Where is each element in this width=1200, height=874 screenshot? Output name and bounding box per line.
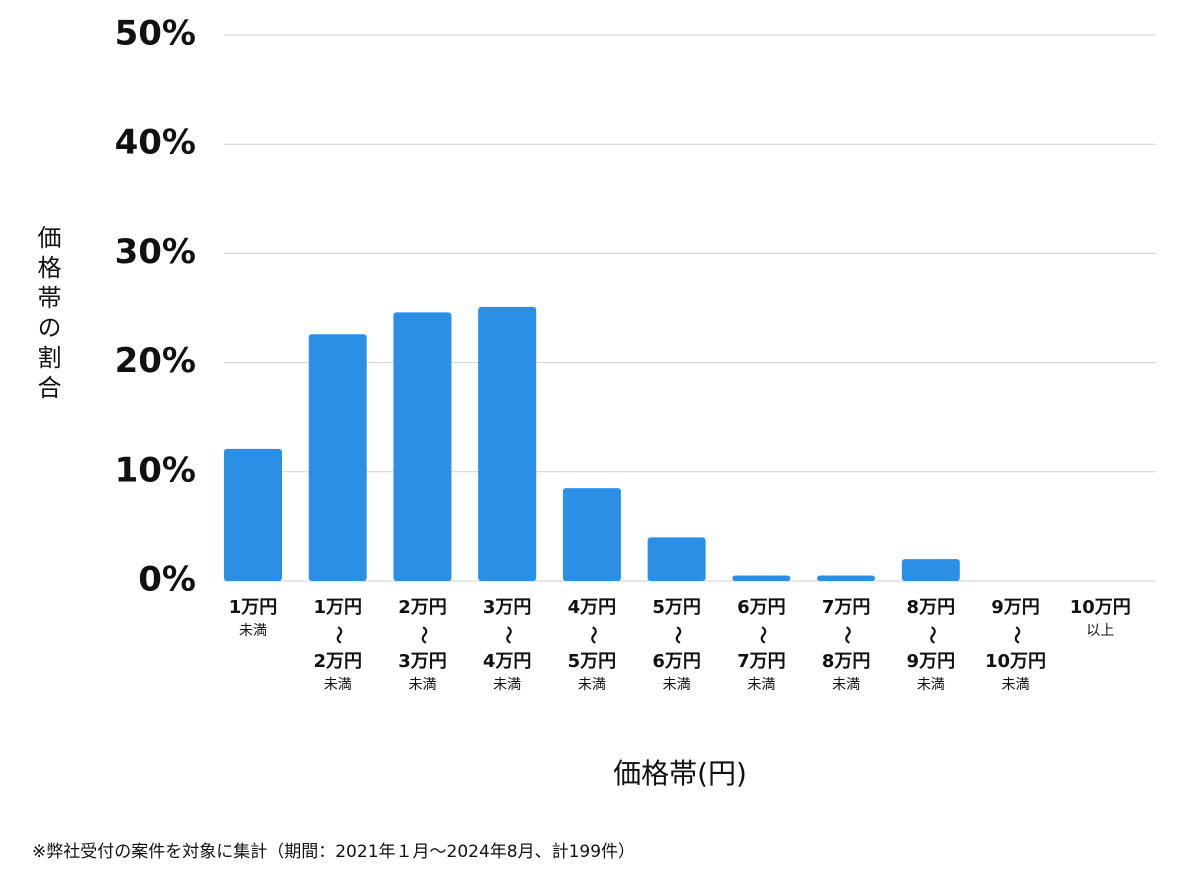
x-tick-label: 8万円 <box>822 651 871 672</box>
y-tick-label: 30% <box>115 232 196 272</box>
x-tick-label: 4万円 <box>483 651 532 672</box>
x-tick-label: 未満 <box>917 677 945 693</box>
x-axis-label: 価格帯(円) <box>613 757 747 790</box>
x-tick-label: 〜 <box>921 626 942 644</box>
x-tick-label: 未満 <box>1002 677 1030 693</box>
bar <box>562 488 621 581</box>
x-tick-label: 未満 <box>408 677 436 693</box>
x-tick-label: 9万円 <box>907 651 956 672</box>
bar <box>901 559 960 581</box>
x-tick-label: 未満 <box>747 677 775 693</box>
x-tick-label: 2万円 <box>398 597 447 618</box>
x-tick-label: 〜 <box>328 626 349 644</box>
x-tick-label: 未満 <box>493 677 521 693</box>
x-tick-label: 未満 <box>832 677 860 693</box>
y-tick-label: 20% <box>115 341 196 381</box>
x-tick-label: 以上 <box>1086 623 1114 639</box>
y-tick-label: 0% <box>138 560 196 600</box>
bar <box>647 537 706 581</box>
x-tick-label: 3万円 <box>483 597 532 618</box>
x-tick-label: 未満 <box>324 677 352 693</box>
x-tick-label: 5万円 <box>652 597 701 618</box>
x-tick-label: 2万円 <box>313 651 362 672</box>
bar <box>478 306 537 581</box>
x-tick-label: 9万円 <box>991 597 1040 618</box>
y-tick-label: 50% <box>115 14 196 54</box>
x-tick-label: 〜 <box>497 626 518 644</box>
x-tick-label: 未満 <box>663 677 691 693</box>
x-tick-label: 1万円 <box>229 597 278 618</box>
x-tick-label: 〜 <box>751 626 772 644</box>
bar <box>817 575 876 581</box>
x-tick-label: 6万円 <box>737 597 786 618</box>
x-tick-label: 〜 <box>582 626 603 644</box>
x-tick-label: 4万円 <box>568 597 617 618</box>
y-axis-label: 価格帯の割合 <box>33 225 61 405</box>
x-tick-label: 7万円 <box>822 597 871 618</box>
x-tick-label: 1万円 <box>313 597 362 618</box>
x-tick-label: 6万円 <box>652 651 701 672</box>
y-tick-label: 10% <box>115 450 196 490</box>
x-tick-label: 〜 <box>836 626 857 644</box>
x-tick-label: 10万円 <box>1070 597 1131 618</box>
x-tick-label: 3万円 <box>398 651 447 672</box>
x-tick-label: 〜 <box>667 626 688 644</box>
bar <box>732 575 791 581</box>
y-tick-label: 40% <box>115 123 196 163</box>
x-tick-label: 〜 <box>412 626 433 644</box>
x-tick-label: 5万円 <box>568 651 617 672</box>
x-tick-label: 8万円 <box>907 597 956 618</box>
x-tick-label: 〜 <box>1006 626 1027 644</box>
bar <box>308 334 367 581</box>
x-tick-label: 10万円 <box>985 651 1046 672</box>
bar <box>393 312 452 581</box>
x-tick-label: 未満 <box>578 677 606 693</box>
x-tick-label: 未満 <box>239 623 267 639</box>
x-tick-label: 7万円 <box>737 651 786 672</box>
bar <box>224 448 282 581</box>
footnote: ※弊社受付の案件を対象に集計（期間：2021年１月～2024年8月、計199件） <box>32 842 635 862</box>
